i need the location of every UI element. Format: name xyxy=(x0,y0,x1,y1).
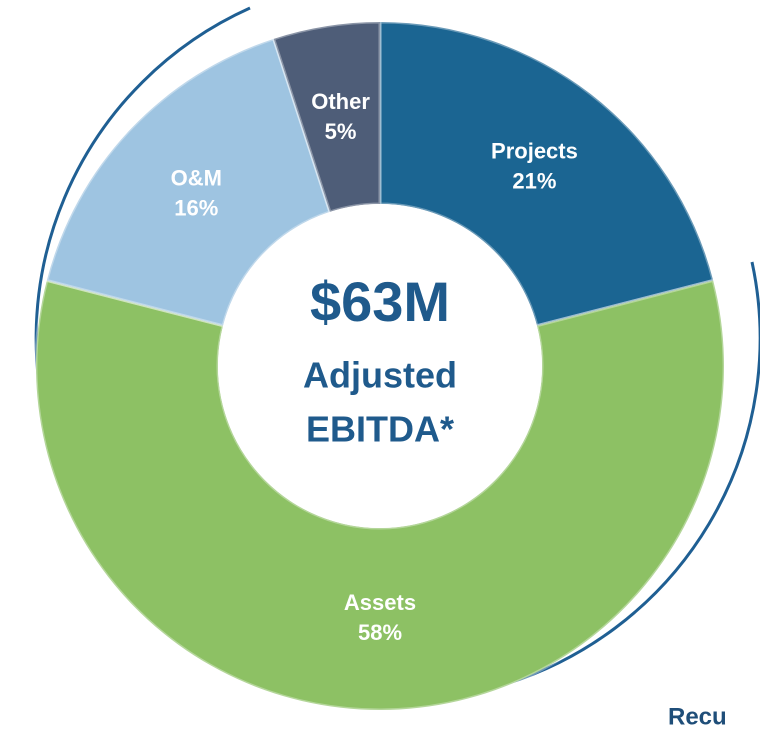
segment-label: Projects xyxy=(491,139,578,164)
footer-text: Recu xyxy=(668,703,727,730)
donut-segment xyxy=(34,278,726,712)
segment-value-label: 16% xyxy=(174,195,218,220)
segment-label: O&M xyxy=(171,165,222,190)
segment-value-label: 21% xyxy=(512,169,556,194)
center-label: EBITDA* xyxy=(306,409,454,450)
center-value: $63M xyxy=(310,270,450,333)
segment-label: Other xyxy=(311,89,370,114)
donut-hole xyxy=(218,204,542,528)
segment-value-label: 5% xyxy=(325,119,357,144)
segment-value-label: 58% xyxy=(358,620,402,645)
segment-label: Assets xyxy=(344,590,416,615)
center-label: Adjusted xyxy=(303,355,457,396)
